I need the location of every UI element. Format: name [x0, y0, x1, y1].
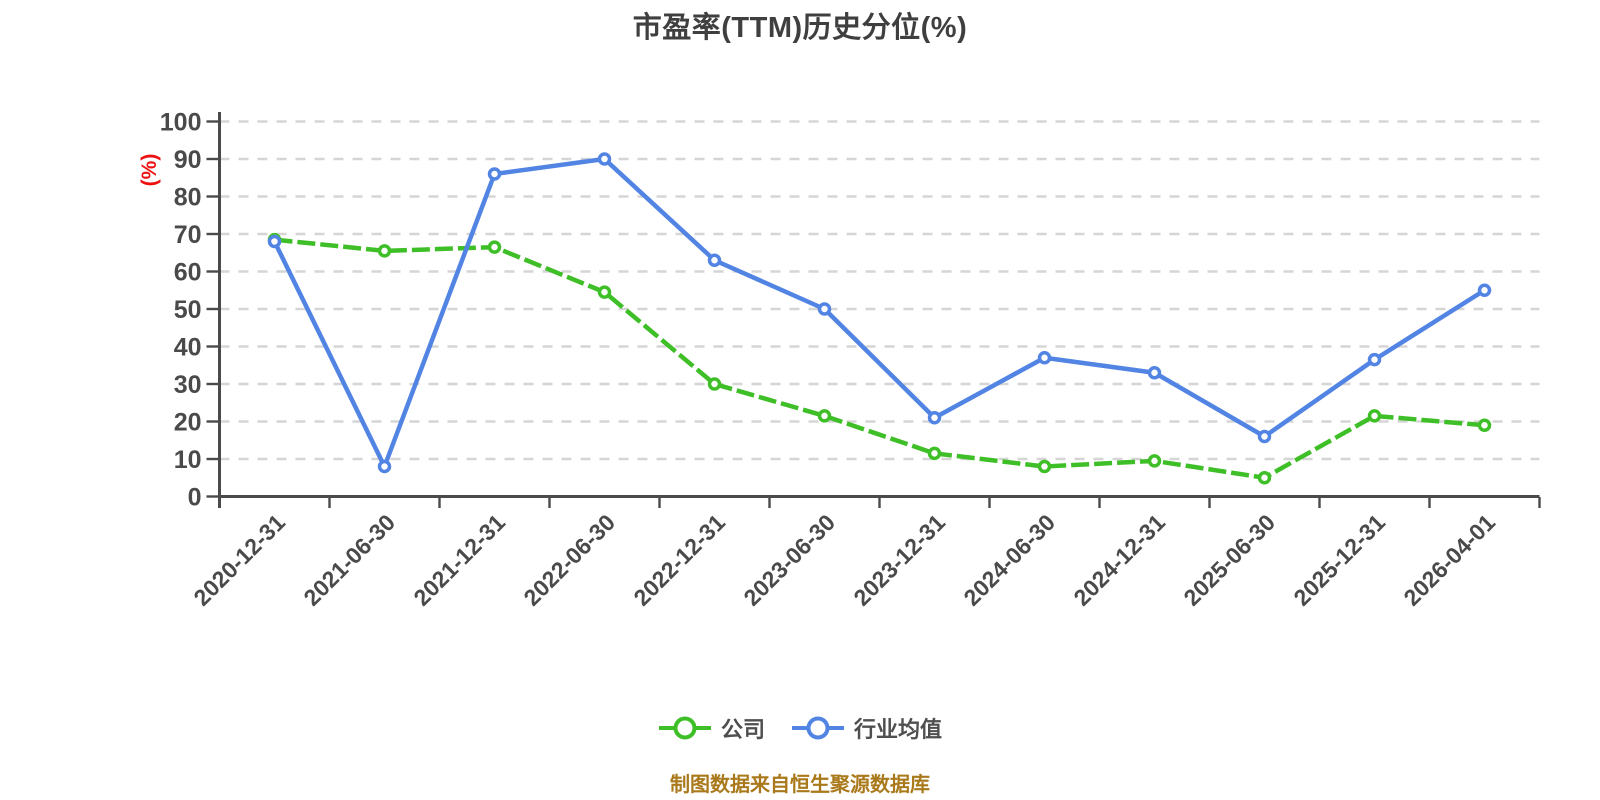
- x-axis-tick-label: 2021-06-30: [298, 509, 400, 611]
- company-data-point[interactable]: [597, 285, 612, 299]
- pe-ttm-percentile-line-chart: 0 10 20 30 40 50 60 70 80 90 100 2020-12-31 2021-06-…: [160, 109, 1541, 611]
- industry-average-legend-circle: [806, 716, 830, 740]
- y-axis-tick-label: 40: [174, 334, 202, 362]
- chart-title: 市盈率(TTM)历史分位(%): [632, 12, 968, 44]
- company-data-point[interactable]: [1257, 471, 1272, 485]
- y-axis-tick-label: 50: [174, 296, 202, 324]
- company-data-point[interactable]: [377, 244, 392, 258]
- x-axis-tick-label: 2023-06-30: [738, 509, 840, 611]
- company-data-point[interactable]: [487, 240, 502, 254]
- y-axis-tick-label: 60: [174, 259, 202, 287]
- y-axis-tick-label: 100: [160, 109, 202, 137]
- industry-average-data-point[interactable]: [927, 411, 942, 425]
- company-data-point[interactable]: [1037, 459, 1052, 474]
- industry-average-legend-label: 行业均值: [854, 717, 943, 742]
- x-axis-tick-label: 2020-12-31: [188, 509, 290, 611]
- x-axis-tick-label: 2025-06-30: [1178, 509, 1280, 611]
- company-data-point[interactable]: [817, 409, 832, 423]
- industry-average-data-point[interactable]: [1477, 283, 1492, 297]
- x-axis-tick-label: 2025-12-31: [1288, 509, 1390, 611]
- y-axis-tick-label: 80: [174, 184, 202, 212]
- industry-average-series-line: [272, 156, 1486, 469]
- industry-average-data-point[interactable]: [267, 234, 282, 249]
- industry-average-data-point[interactable]: [377, 459, 392, 474]
- company-legend-label: 公司: [720, 717, 765, 742]
- industry-average-data-point[interactable]: [1147, 366, 1162, 380]
- x-axis-tick-label: 2024-06-30: [958, 509, 1060, 611]
- x-axis-tick-label: 2022-06-30: [518, 509, 620, 611]
- y-axis-tick-label: 20: [174, 409, 202, 437]
- y-axis-tick-label: 30: [174, 371, 202, 399]
- y-axis-tick-label: 90: [174, 146, 202, 174]
- y-axis-tick-label: 0: [188, 484, 202, 512]
- y-axis-tick-label: 10: [174, 446, 202, 474]
- company-data-point[interactable]: [1147, 454, 1162, 468]
- industry-average-data-point[interactable]: [487, 167, 502, 181]
- x-axis-tick-label: 2024-12-31: [1068, 509, 1170, 611]
- x-axis-tick-label: 2022-12-31: [628, 509, 730, 611]
- data-source-note: 制图数据来自恒生聚源数据库: [670, 774, 930, 796]
- x-axis-tick-label: 2026-04-01: [1398, 509, 1500, 611]
- company-series-line: [274, 237, 1485, 480]
- industry-average-data-point[interactable]: [1257, 429, 1272, 444]
- industry-average-data-point[interactable]: [1367, 352, 1382, 367]
- industry-average-data-point[interactable]: [707, 253, 722, 267]
- industry-average-data-point[interactable]: [1037, 351, 1052, 365]
- legend-item-company[interactable]: 公司: [658, 712, 765, 744]
- company-data-point[interactable]: [707, 377, 722, 391]
- company-data-point[interactable]: [1367, 409, 1382, 423]
- company-legend-circle: [673, 716, 697, 740]
- industry-average-legend-marker-icon: [792, 716, 844, 740]
- x-axis-tick-label: 2023-12-31: [848, 509, 950, 611]
- x-axis-tick-label: 2021-12-31: [408, 509, 510, 611]
- company-data-point[interactable]: [927, 446, 942, 461]
- y-axis-tick-label: 70: [174, 221, 202, 249]
- company-legend-marker-icon: [658, 716, 711, 740]
- industry-average-data-point[interactable]: [817, 302, 832, 316]
- legend-item-industry-average[interactable]: 行业均值: [791, 712, 942, 744]
- company-data-point[interactable]: [1477, 418, 1492, 432]
- legend: 公司 行业均值: [0, 712, 1600, 744]
- industry-average-data-point[interactable]: [597, 152, 612, 166]
